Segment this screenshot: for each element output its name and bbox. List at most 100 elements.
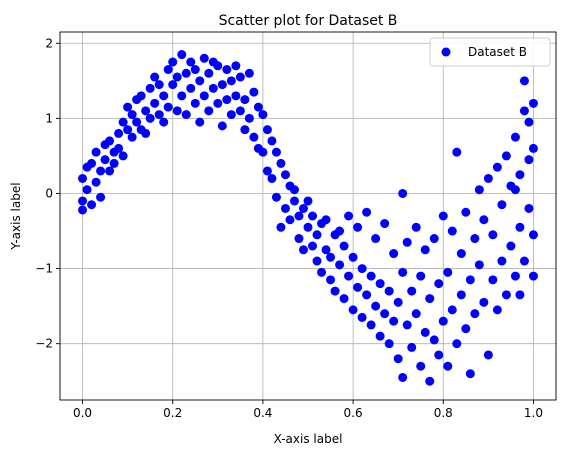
data-point — [141, 128, 151, 138]
data-point — [528, 98, 538, 108]
data-point — [123, 125, 133, 135]
x-tick-label: 1.0 — [524, 406, 543, 420]
data-point — [393, 297, 403, 307]
data-point — [222, 65, 232, 75]
data-point — [416, 361, 426, 371]
data-point — [249, 132, 259, 142]
data-point — [96, 192, 106, 202]
data-point — [308, 211, 318, 221]
data-point — [420, 245, 430, 255]
data-point — [438, 211, 448, 221]
data-point — [276, 222, 286, 232]
data-point — [308, 241, 318, 251]
data-point — [105, 136, 115, 146]
data-point — [294, 234, 304, 244]
data-point — [199, 53, 209, 63]
data-point — [425, 294, 435, 304]
y-axis-label: Y-axis label — [9, 182, 23, 250]
data-point — [177, 50, 187, 60]
data-point — [398, 267, 408, 277]
data-point — [262, 166, 272, 176]
data-point — [262, 125, 272, 135]
data-point — [375, 279, 385, 289]
data-point — [398, 372, 408, 382]
data-point — [118, 151, 128, 161]
data-point — [528, 143, 538, 153]
data-point — [465, 275, 475, 285]
data-point — [159, 117, 169, 127]
data-point — [240, 95, 250, 105]
data-point — [443, 267, 453, 277]
data-point — [524, 155, 534, 165]
data-point — [78, 173, 88, 183]
data-point — [497, 200, 507, 210]
data-point — [461, 207, 471, 217]
data-point — [303, 196, 313, 206]
data-point — [244, 113, 254, 123]
data-point — [497, 256, 507, 266]
data-point — [456, 249, 466, 259]
data-point — [375, 331, 385, 341]
data-point — [411, 309, 421, 319]
data-point — [271, 192, 281, 202]
data-point — [429, 335, 439, 345]
data-point — [416, 271, 426, 281]
data-point — [222, 95, 232, 105]
data-point — [501, 151, 511, 161]
data-point — [330, 286, 340, 296]
data-point — [181, 68, 191, 78]
data-point — [488, 230, 498, 240]
data-point — [389, 249, 399, 259]
data-point — [528, 230, 538, 240]
data-point — [519, 106, 529, 116]
data-point — [335, 226, 345, 236]
data-point — [96, 166, 106, 176]
x-tick-label: 0.6 — [344, 406, 363, 420]
data-point — [447, 305, 457, 315]
data-points — [78, 50, 538, 386]
data-point — [145, 83, 155, 93]
data-point — [443, 361, 453, 371]
data-point — [258, 110, 268, 120]
data-point — [204, 68, 214, 78]
data-point — [217, 121, 227, 131]
data-point — [114, 143, 124, 153]
data-point — [524, 117, 534, 127]
data-point — [479, 215, 489, 225]
data-point — [461, 324, 471, 334]
data-point — [353, 222, 363, 232]
data-point — [411, 222, 421, 232]
legend: Dataset B — [429, 37, 551, 67]
data-point — [335, 260, 345, 270]
data-point — [402, 237, 412, 247]
data-point — [109, 158, 119, 168]
data-point — [208, 83, 218, 93]
data-point — [474, 185, 484, 195]
data-point — [190, 65, 200, 75]
data-point — [226, 76, 236, 86]
data-point — [249, 87, 259, 97]
data-point — [402, 320, 412, 330]
data-point — [470, 309, 480, 319]
data-point — [258, 147, 268, 157]
y-tick-label: 2 — [45, 36, 53, 50]
data-point — [105, 166, 115, 176]
data-point — [177, 91, 187, 101]
data-point — [510, 132, 520, 142]
data-point — [479, 297, 489, 307]
data-point — [429, 234, 439, 244]
data-point — [519, 256, 529, 266]
data-point — [190, 98, 200, 108]
data-point — [339, 294, 349, 304]
data-point — [181, 110, 191, 120]
data-point — [154, 110, 164, 120]
data-point — [348, 252, 358, 262]
data-point — [240, 125, 250, 135]
data-point — [186, 83, 196, 93]
x-tick-label: 0.0 — [73, 406, 92, 420]
data-point — [186, 57, 196, 67]
data-point — [501, 290, 511, 300]
y-tick-label: 1 — [45, 111, 53, 125]
data-point — [384, 339, 394, 349]
legend-marker — [441, 47, 451, 57]
